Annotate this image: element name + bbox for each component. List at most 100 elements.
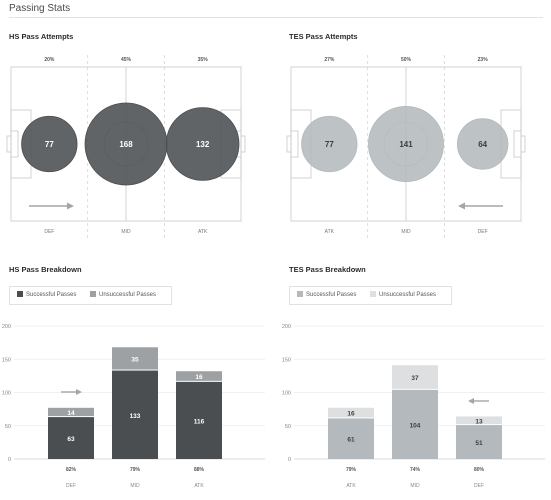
bar-value-successful: 116 [194, 418, 205, 425]
title-divider [9, 17, 543, 18]
zone-percentage: 35% [198, 57, 209, 63]
arrow-head-icon [76, 389, 82, 395]
bar-value-successful: 104 [410, 422, 421, 429]
success-rate-label: 82% [66, 467, 77, 473]
legend-label-unsuccessful: Unsuccessful Passes [99, 292, 157, 298]
hs-breakdown-legend: Successful Passes Unsuccessful Passes [9, 286, 172, 305]
tes-pass-attempts-chart: 27% 77 ATK 50% 141 MID 23% 64 DEF [286, 55, 526, 238]
category-label: ATK [346, 483, 356, 489]
bar-successful [392, 389, 438, 459]
tes-breakdown-legend: Successful Passes Unsuccessful Passes [289, 286, 452, 305]
bar-unsuccessful [48, 407, 94, 417]
category-label: DEF [474, 483, 484, 489]
legend-swatch-successful [297, 291, 303, 297]
success-rate-label: 88% [194, 467, 205, 473]
left-goal [286, 135, 292, 153]
bar-value-unsuccessful: 14 [67, 410, 75, 417]
zone-label: ATK [325, 229, 335, 235]
legend-swatch-unsuccessful [370, 291, 376, 297]
zone-percentage: 45% [121, 57, 132, 63]
legend-item-unsuccessful[interactable]: Unsuccessful Passes [90, 291, 156, 298]
bar-successful [176, 381, 222, 459]
success-rate-label: 79% [130, 467, 141, 473]
tes-pass-breakdown-title: TES Pass Breakdown [289, 265, 366, 274]
category-label: MID [410, 483, 420, 489]
zone-percentage: 23% [478, 57, 489, 63]
y-tick-label: 0 [8, 457, 11, 463]
pass-bubble [368, 106, 444, 182]
legend-item-successful[interactable]: Successful Passes [297, 291, 356, 298]
category-label: MID [130, 483, 140, 489]
zone-label: DEF [44, 229, 54, 235]
category-label: DEF [66, 483, 76, 489]
hs-pass-breakdown-title: HS Pass Breakdown [9, 265, 82, 274]
bar-value-successful: 133 [130, 413, 141, 420]
bubble-value: 64 [478, 140, 487, 149]
category-label: ATK [194, 483, 204, 489]
bar-unsuccessful [392, 365, 438, 389]
success-rate-label: 74% [410, 467, 421, 473]
legend-item-unsuccessful[interactable]: Unsuccessful Passes [370, 291, 436, 298]
y-tick-label: 150 [2, 357, 11, 363]
arrow-head-icon [458, 202, 465, 210]
hs-pass-attempts-title: HS Pass Attempts [9, 32, 74, 41]
bar-unsuccessful [456, 416, 502, 425]
bar-successful [328, 418, 374, 459]
bubble-value: 132 [196, 140, 210, 149]
pass-bubble [456, 118, 509, 170]
bubble-value: 77 [325, 140, 334, 149]
y-tick-label: 50 [5, 424, 11, 430]
y-tick-label: 150 [282, 357, 291, 363]
bar-value-successful: 61 [347, 437, 355, 444]
bar-successful [48, 417, 94, 459]
bar-value-unsuccessful: 16 [195, 374, 203, 381]
success-rate-label: 80% [474, 467, 485, 473]
legend-label-unsuccessful: Unsuccessful Passes [379, 292, 437, 298]
left-goal [6, 135, 12, 153]
y-tick-label: 100 [282, 391, 291, 397]
y-tick-label: 200 [2, 324, 11, 330]
zone-label: ATK [198, 229, 208, 235]
bar-value-unsuccessful: 37 [411, 375, 419, 382]
page-title: Passing Stats [9, 3, 71, 14]
right-goal [520, 135, 526, 153]
zone-label: MID [121, 229, 131, 235]
arrow-head-icon [468, 398, 474, 404]
bubble-value: 77 [45, 140, 54, 149]
bubble-value: 141 [399, 140, 413, 149]
bar-value-unsuccessful: 16 [347, 411, 355, 418]
legend-item-successful[interactable]: Successful Passes [17, 291, 76, 298]
bar-successful [456, 425, 502, 459]
y-tick-label: 200 [282, 324, 291, 330]
zone-percentage: 20% [44, 57, 55, 63]
zone-percentage: 50% [401, 57, 412, 63]
bar-successful [112, 370, 158, 459]
pass-bubble [21, 115, 78, 173]
right-goal [240, 135, 246, 153]
bar-value-successful: 51 [475, 440, 483, 447]
success-rate-label: 79% [346, 467, 357, 473]
bubble-value: 168 [119, 140, 133, 149]
y-tick-label: 100 [2, 391, 11, 397]
tes-pass-attempts-title: TES Pass Attempts [289, 32, 358, 41]
bar-unsuccessful [112, 347, 158, 370]
legend-swatch-successful [17, 291, 23, 297]
pass-bubble [301, 115, 358, 173]
zone-label: MID [401, 229, 411, 235]
legend-swatch-unsuccessful [90, 291, 96, 297]
arrow-head-icon [67, 202, 74, 210]
zone-label: DEF [478, 229, 488, 235]
legend-label-successful: Successful Passes [26, 292, 77, 298]
zone-percentage: 27% [324, 57, 335, 63]
bar-value-unsuccessful: 13 [475, 418, 483, 425]
bar-value-unsuccessful: 35 [131, 356, 139, 363]
y-tick-label: 0 [288, 457, 291, 463]
pass-bubble [165, 107, 240, 181]
bar-value-successful: 63 [67, 436, 75, 443]
legend-label-successful: Successful Passes [306, 292, 357, 298]
hs-pass-attempts-chart: 20% 77 DEF 45% 168 MID 35% 132 ATK [6, 55, 246, 238]
bar-unsuccessful [328, 407, 374, 418]
bar-unsuccessful [176, 371, 222, 381]
